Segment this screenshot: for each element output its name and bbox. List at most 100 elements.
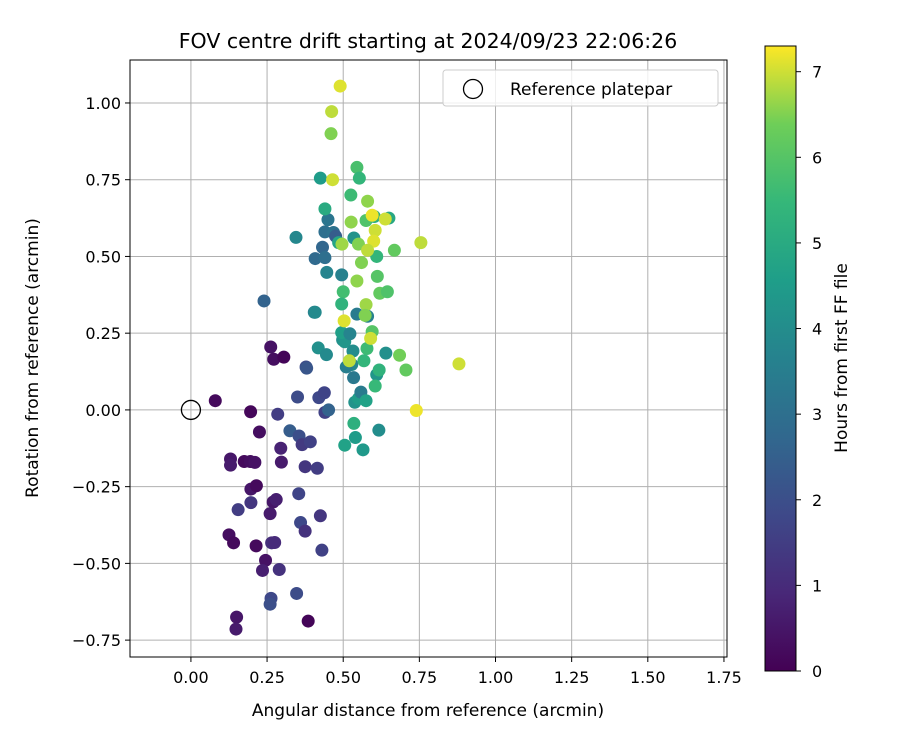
data-point — [303, 435, 317, 449]
data-point — [298, 524, 312, 538]
data-point — [359, 394, 373, 408]
data-point — [271, 407, 285, 421]
data-point — [322, 403, 336, 417]
data-point — [350, 160, 364, 174]
y-tick-label: 1.00 — [85, 94, 121, 113]
colorbar: 0 1 2 3 4 5 6 7 Hours from first FF file — [764, 45, 852, 681]
data-point — [380, 285, 394, 299]
colorbar-tick-label: 7 — [812, 63, 822, 82]
data-point — [244, 405, 258, 419]
data-point — [230, 610, 244, 624]
data-point — [347, 371, 361, 385]
data-point — [367, 234, 381, 248]
colorbar-tick-label: 6 — [812, 148, 822, 167]
data-point — [301, 614, 315, 628]
colorbar-tick-label: 1 — [812, 576, 822, 595]
data-point — [337, 314, 351, 328]
colorbar-tick-label: 0 — [812, 662, 822, 681]
legend: Reference platepar — [442, 69, 719, 107]
data-point — [277, 350, 291, 364]
colorbar-tick-label: 5 — [812, 234, 822, 253]
data-point — [358, 308, 372, 322]
data-point — [313, 509, 327, 523]
data-point — [252, 425, 266, 439]
data-point — [378, 212, 392, 226]
data-point — [318, 251, 332, 265]
x-tick-label: 1.25 — [554, 668, 590, 687]
data-point — [351, 237, 365, 251]
x-tick-label: 0.00 — [173, 668, 209, 687]
data-point — [354, 256, 368, 270]
colorbar-ticks: 0 1 2 3 4 5 6 7 — [796, 63, 822, 681]
colorbar-label: Hours from first FF file — [832, 263, 852, 453]
reference-point-marker — [180, 399, 202, 421]
data-point — [452, 357, 466, 371]
data-point — [274, 455, 288, 469]
data-point — [326, 173, 340, 187]
y-tick-label: 0.00 — [85, 401, 121, 420]
y-tick-label: −0.50 — [72, 554, 121, 573]
chart-title: FOV centre drift starting at 2024/09/23 … — [179, 29, 678, 53]
data-point — [290, 586, 304, 600]
y-tick-label: 0.75 — [85, 171, 121, 190]
data-point — [324, 127, 338, 141]
data-point — [269, 493, 283, 507]
data-point — [357, 354, 371, 368]
data-point — [368, 379, 382, 393]
grid — [130, 60, 727, 657]
y-axis-label: Rotation from reference (arcmin) — [23, 218, 43, 498]
data-point — [364, 331, 378, 345]
y-tick-label: −0.75 — [72, 631, 121, 650]
data-point — [372, 423, 386, 437]
data-point — [224, 458, 238, 472]
data-point — [344, 188, 358, 202]
data-point — [359, 298, 373, 312]
data-point — [399, 363, 413, 377]
y-tick-label: 0.25 — [85, 324, 121, 343]
data-point — [336, 285, 350, 299]
data-point — [333, 79, 347, 93]
colorbar-gradient — [764, 45, 797, 672]
y-axis-ticks: −0.75 −0.50 −0.25 0.00 0.25 0.50 0.75 1.00 — [72, 94, 130, 650]
data-point — [263, 507, 277, 521]
data-point — [409, 404, 423, 418]
data-point — [259, 553, 273, 567]
data-point — [319, 348, 333, 362]
x-tick-label: 1.50 — [630, 668, 666, 687]
colorbar-tick-label: 3 — [812, 405, 822, 424]
data-point — [310, 461, 324, 475]
data-point — [320, 265, 334, 279]
data-point — [268, 536, 282, 550]
data-point — [387, 243, 401, 257]
data-point — [379, 346, 393, 360]
data-point — [342, 354, 356, 368]
plot-frame — [129, 59, 728, 658]
data-point — [272, 563, 286, 577]
data-point — [393, 348, 407, 362]
legend-box — [442, 69, 719, 107]
colorbar-tick-label: 4 — [812, 320, 822, 339]
data-point — [274, 441, 288, 455]
data-point — [317, 386, 331, 400]
data-point — [321, 213, 335, 227]
y-tick-label: −0.25 — [72, 478, 121, 497]
data-point — [308, 252, 322, 266]
data-point — [292, 487, 306, 501]
data-point — [370, 269, 384, 283]
data-point — [249, 539, 263, 553]
data-point — [344, 215, 358, 229]
data-point — [368, 223, 382, 237]
legend-label: Reference platepar — [510, 80, 672, 100]
colorbar-tick-label: 2 — [812, 491, 822, 510]
data-point — [227, 536, 241, 550]
data-point — [360, 342, 374, 356]
x-axis-ticks: 0.00 0.25 0.50 0.75 1.00 1.25 1.50 1.75 — [173, 657, 742, 687]
data-point — [291, 390, 305, 404]
data-point — [231, 503, 245, 517]
data-point — [267, 352, 281, 366]
data-point — [316, 240, 330, 254]
data-point — [318, 202, 332, 216]
data-point — [248, 455, 262, 469]
data-point — [244, 496, 258, 510]
data-point — [343, 327, 357, 341]
